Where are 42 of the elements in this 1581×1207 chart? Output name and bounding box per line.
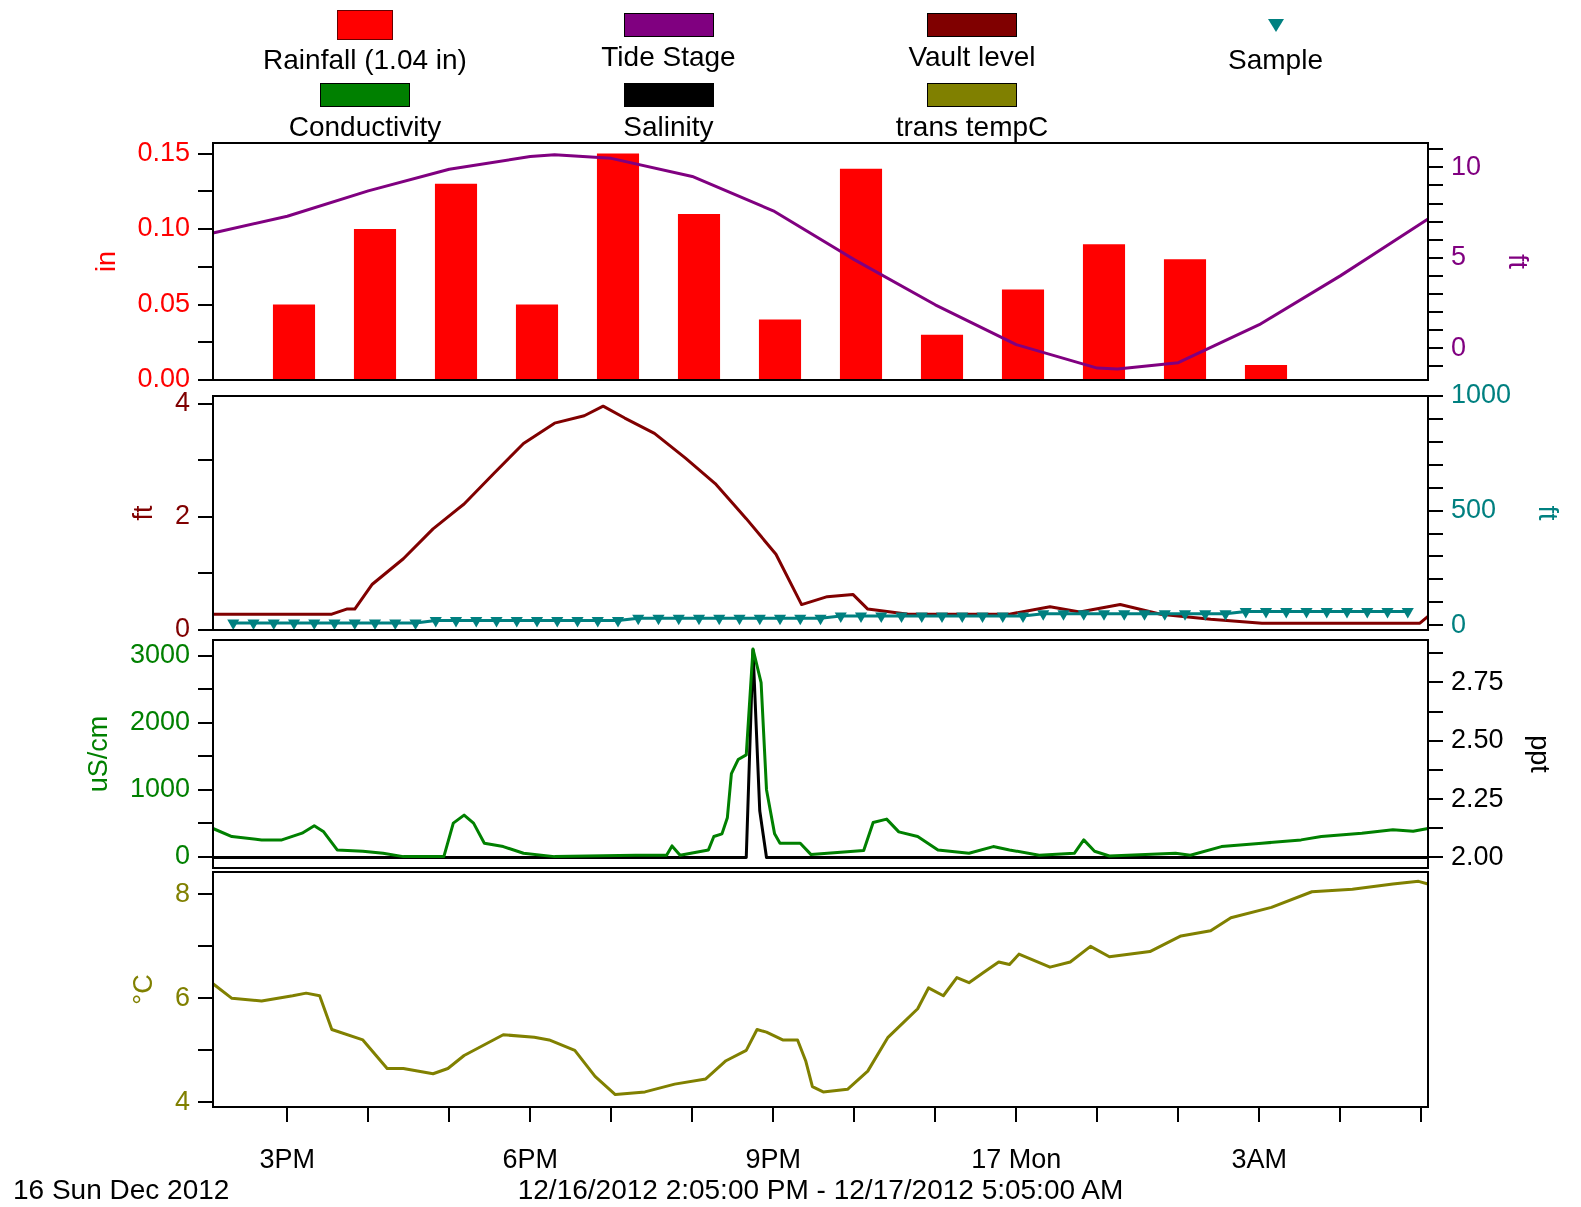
y-axis-title: uS/cm <box>83 715 114 793</box>
y-tick-label: 0 <box>174 840 190 871</box>
y-tick-label: 4 <box>174 1085 190 1116</box>
y2-tick-label: 0 <box>1451 608 1467 639</box>
text: 12/16/2012 2:05:00 PM - 12/17/2012 5:05:00 AM <box>517 1174 1124 1206</box>
legend-label: Sample <box>1228 44 1323 76</box>
y2-axis-title: ft <box>1532 505 1563 521</box>
y-axis-title: °C <box>128 974 159 1005</box>
y2-tick-label: 1000 <box>1451 379 1512 410</box>
y-axis-title: in <box>90 250 121 273</box>
y-tick-label: 0.05 <box>137 287 190 318</box>
y2-tick-label: 2.25 <box>1451 782 1504 813</box>
legend-label: Rainfall (1.04 in) <box>263 44 467 76</box>
y-tick-label: 2000 <box>129 706 190 737</box>
x-tick-label: 6PM <box>502 1143 559 1174</box>
legend-label: Salinity <box>623 111 714 143</box>
legend-label: Tide Stage <box>601 41 736 73</box>
x-tick-label: 9PM <box>745 1143 802 1174</box>
y2-tick-label: 0 <box>1451 331 1467 362</box>
x-tick-label: 3AM <box>1231 1143 1288 1174</box>
y-tick-label: 1000 <box>129 773 190 804</box>
y-tick-label: 0.10 <box>137 212 190 243</box>
y2-tick-label: 2.00 <box>1451 840 1504 871</box>
y2-tick-label: 2.50 <box>1451 724 1504 755</box>
text: 16 Sun Dec 2012 <box>13 1174 230 1206</box>
y2-axis-title: ft <box>1502 253 1533 270</box>
y-tick-label: 2 <box>174 500 190 531</box>
y-tick-label: 4 <box>174 387 190 418</box>
y-axis-title: ft <box>128 505 159 521</box>
x-tick-label: 17 Mon <box>971 1143 1062 1174</box>
x-tick-label: 3PM <box>259 1143 316 1174</box>
legend-label: Conductivity <box>288 111 442 143</box>
y-tick-label: 8 <box>174 877 190 908</box>
legend-label: Vault level <box>908 41 1036 73</box>
y2-tick-label: 10 <box>1451 150 1482 181</box>
y2-tick-label: 2.75 <box>1451 665 1504 696</box>
text: trans tempC <box>895 111 1049 143</box>
y2-tick-label: 500 <box>1451 494 1497 525</box>
y2-tick-label: 5 <box>1451 241 1467 272</box>
y-tick-label: 6 <box>174 981 190 1012</box>
y-tick-label: 0.15 <box>137 137 190 168</box>
y2-axis-title: ppt <box>1525 735 1556 774</box>
